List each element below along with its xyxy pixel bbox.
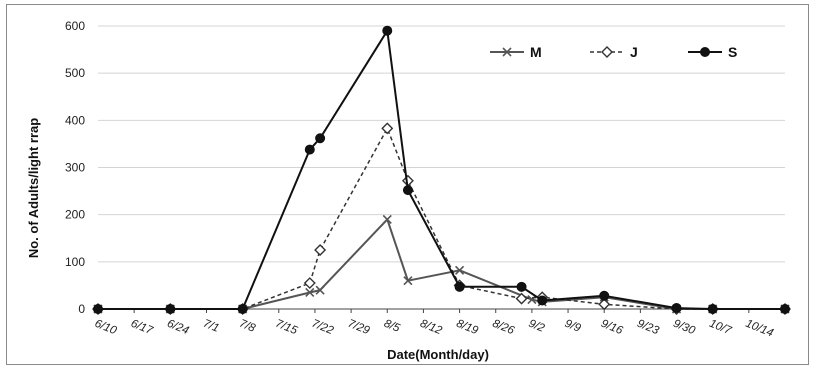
data-point-j [314,244,327,257]
series-line-m [98,218,785,310]
data-point-j [381,122,394,135]
data-point-s [707,304,718,314]
x-tick-label: 9/9 [563,318,583,335]
series-j [92,122,791,315]
x-tick-label: 6/10 [93,318,119,338]
data-point-s [304,144,315,155]
y-tick-label: 200 [65,208,85,222]
data-point-s [402,185,413,196]
series-s [93,25,790,314]
x-tick-label: 9/16 [599,318,625,338]
legend-label-s: S [728,44,737,60]
data-point-j [598,298,611,311]
series-line-j [98,127,785,310]
legend-label-m: M [530,44,542,60]
data-point-m [305,287,315,298]
y-tick-label: 600 [65,19,85,33]
x-tick-label: 9/23 [635,318,661,338]
data-point-m [315,285,325,295]
x-tick-labels: 6/10 6/17 6/24 7/1 7/8 7/15 7/22 7/29 8/5 8/12 8/1… [93,309,775,340]
legend-marker-s [700,47,710,57]
data-point-j [303,277,316,290]
y-axis-title: No. of Adults/light rrap [26,118,41,258]
x-tick-label: 7/29 [346,318,372,338]
data-point-s [93,304,103,314]
data-point-s [315,133,326,144]
legend-label-j: J [630,44,638,60]
y-tick-labels: 0 100 200 300 400 500 600 [65,19,85,316]
legend-marker-m [502,47,512,57]
x-tick-label: 7/8 [238,318,258,335]
legend-item-s: S [688,44,737,60]
data-point-m [403,276,413,286]
x-tick-label: 7/1 [201,318,220,335]
data-point-s [671,303,682,314]
data-point-s [780,304,790,314]
data-point-s [516,281,527,292]
x-tick-label: 10/7 [708,318,734,338]
x-tick-label: 8/12 [418,318,444,338]
data-point-m [527,295,537,305]
data-point-m [455,265,465,275]
data-point-s [537,295,548,306]
y-tick-label: 300 [65,161,85,175]
x-tick-label: 10/14 [744,318,775,340]
data-point-s [599,290,610,301]
x-tick-label: 9/30 [671,318,697,338]
y-tick-label: 100 [65,255,85,269]
series-layer [92,25,791,315]
data-point-s [382,25,393,36]
x-tick-label: 8/26 [491,318,517,338]
data-point-s [165,304,176,314]
data-point-j [515,292,528,305]
x-tick-label: 8/19 [454,318,480,338]
data-point-m [382,214,392,224]
gridlines [98,25,785,263]
y-tick-label: 0 [78,302,85,316]
x-tick-label: 7/22 [310,318,336,338]
x-tick-label: 7/15 [274,318,300,338]
legend-item-m: M [490,44,542,60]
legend-marker-j [601,46,613,58]
legend-item-j: J [590,44,638,60]
x-tick-label: 6/24 [165,318,190,338]
y-tick-label: 500 [65,66,85,80]
x-tick-label: 6/17 [129,318,155,338]
data-point-s [237,304,248,314]
y-tick-label: 400 [65,113,85,127]
x-tick-label: 8/5 [382,318,402,335]
series-line-s [98,29,785,310]
data-point-s [454,281,465,292]
x-tick-label: 9/2 [527,318,547,335]
x-axis-title: Date(Month/day) [387,347,489,362]
series-m [93,214,790,314]
